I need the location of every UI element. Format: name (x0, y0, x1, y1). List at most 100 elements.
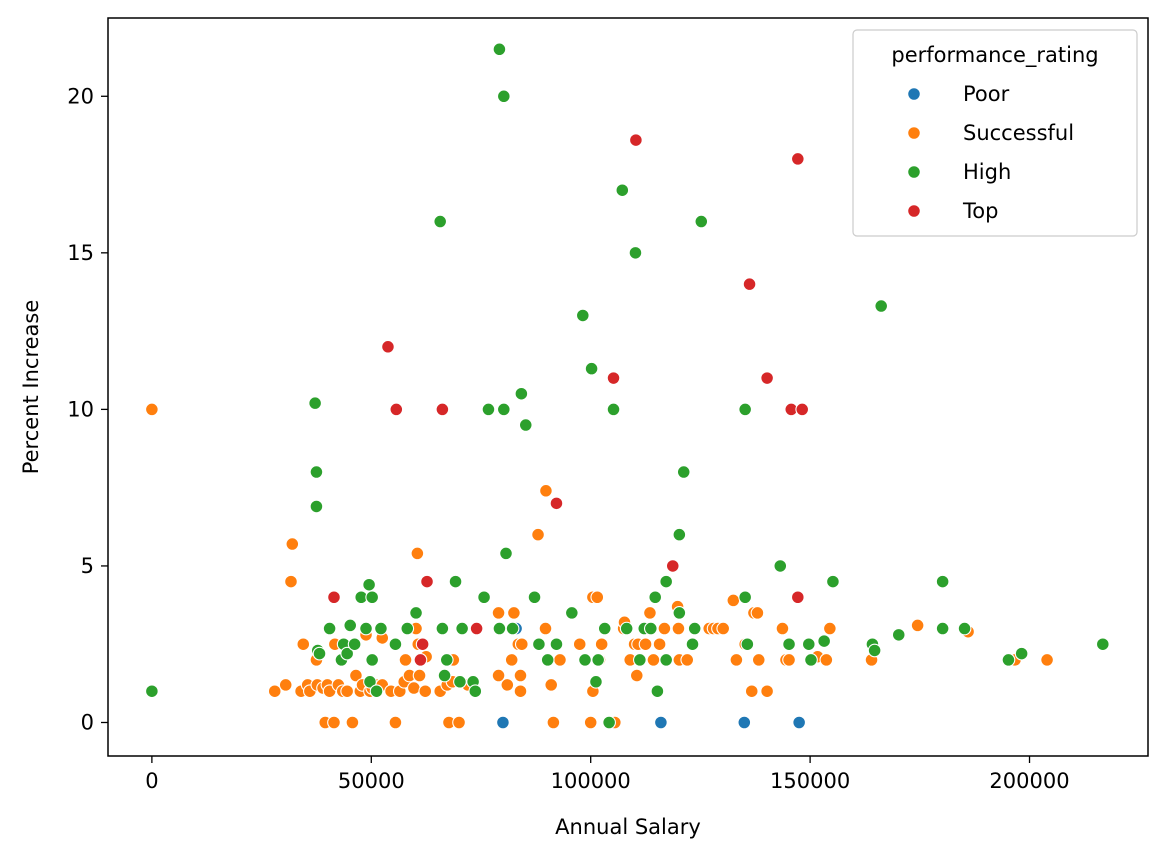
point-successful-64 (553, 653, 567, 667)
point-successful-48 (452, 715, 466, 730)
legend-title: performance_rating (891, 43, 1098, 68)
point-poor-2 (654, 715, 668, 730)
point-high-25 (437, 668, 452, 683)
point-high-31 (468, 684, 483, 699)
point-successful-58 (513, 684, 528, 699)
point-successful-41 (418, 684, 433, 699)
point-high-15 (363, 674, 377, 689)
point-high-87 (1001, 653, 1016, 667)
point-high-46 (564, 606, 579, 620)
point-high-2 (309, 465, 324, 479)
point-high-21 (400, 621, 415, 636)
legend-label-poor: Poor (963, 82, 1010, 106)
point-successful-40 (412, 668, 427, 683)
x-tick-label-2: 100000 (551, 769, 631, 793)
point-successful-66 (583, 715, 598, 730)
x-tick-label-4: 200000 (989, 769, 1069, 793)
point-high-75 (782, 637, 796, 652)
point-high-52 (597, 621, 612, 636)
point-successful-4 (284, 574, 298, 589)
point-high-50 (589, 674, 603, 689)
point-high-23 (433, 214, 448, 229)
point-high-22 (409, 606, 423, 620)
point-successful-34 (398, 653, 413, 667)
legend-label-high: High (963, 160, 1011, 184)
point-top-6 (435, 402, 450, 417)
point-high-72 (738, 590, 753, 605)
point-high-69 (687, 621, 702, 636)
x-axis-label: Annual Salary (555, 815, 701, 839)
point-high-37 (496, 402, 511, 417)
point-successful-65 (572, 637, 587, 652)
point-top-13 (760, 371, 774, 385)
point-high-79 (826, 574, 840, 589)
point-top-0 (327, 590, 341, 605)
point-high-54 (606, 402, 621, 417)
point-successful-51 (491, 668, 506, 683)
legend-marker-poor (907, 87, 921, 101)
point-successful-56 (513, 668, 528, 683)
point-top-1 (381, 339, 395, 354)
series-top (327, 133, 810, 667)
point-successful-82 (646, 653, 661, 667)
point-successful-54 (507, 606, 521, 620)
point-successful-81 (643, 606, 657, 620)
point-high-68 (685, 637, 700, 652)
point-poor-3 (737, 715, 752, 730)
series-poor (496, 621, 806, 730)
point-high-63 (659, 653, 674, 667)
point-successful-53 (504, 653, 519, 667)
x-tick-label-0: 0 (145, 769, 158, 793)
point-successful-62 (544, 678, 559, 692)
point-high-47 (575, 308, 590, 323)
point-successful-59 (531, 527, 545, 542)
point-high-74 (773, 559, 788, 573)
point-successful-20 (345, 715, 360, 730)
legend-label-successful: Successful (963, 121, 1074, 145)
point-successful-38 (410, 546, 425, 561)
point-high-33 (481, 402, 496, 417)
point-successful-96 (744, 684, 759, 699)
point-top-2 (389, 402, 404, 417)
point-high-64 (659, 574, 674, 589)
point-high-62 (650, 684, 665, 699)
point-high-71 (738, 402, 753, 417)
point-successful-88 (680, 653, 695, 667)
point-high-43 (532, 637, 546, 652)
point-high-66 (672, 527, 687, 542)
point-high-5 (312, 646, 327, 661)
legend-marker-top (907, 204, 921, 218)
point-high-26 (439, 653, 454, 667)
x-axis-ticks: 0 50000 100000 150000 200000 (145, 756, 1070, 793)
point-high-29 (455, 621, 469, 636)
point-successful-71 (594, 637, 609, 652)
point-top-5 (420, 574, 434, 589)
point-successful-0 (145, 402, 159, 417)
point-top-7 (469, 621, 484, 636)
point-successful-98 (750, 606, 765, 620)
point-high-65 (672, 606, 687, 620)
series-successful (145, 402, 1054, 730)
legend-entries: Poor Successful High Top (907, 82, 1074, 223)
point-high-57 (628, 245, 643, 260)
legend-marker-successful (907, 126, 921, 140)
legend-box (852, 29, 1138, 237)
point-high-77 (804, 653, 818, 667)
point-successful-15 (327, 715, 341, 730)
point-high-58 (632, 653, 647, 667)
point-top-10 (629, 133, 643, 147)
series-high (145, 42, 1110, 730)
point-high-42 (527, 590, 542, 605)
point-successful-99 (751, 653, 766, 667)
point-high-13 (359, 621, 373, 636)
point-high-89 (1095, 637, 1110, 652)
y-tick-label-1: 5 (81, 554, 94, 578)
point-successful-83 (652, 637, 667, 652)
point-top-15 (790, 152, 805, 166)
y-tick-label-0: 0 (81, 710, 94, 734)
point-high-17 (365, 653, 380, 667)
y-axis-ticks: 0 5 10 15 20 (67, 84, 108, 734)
point-successful-1 (267, 684, 282, 699)
point-successful-107 (823, 621, 837, 636)
point-high-44 (540, 653, 555, 667)
